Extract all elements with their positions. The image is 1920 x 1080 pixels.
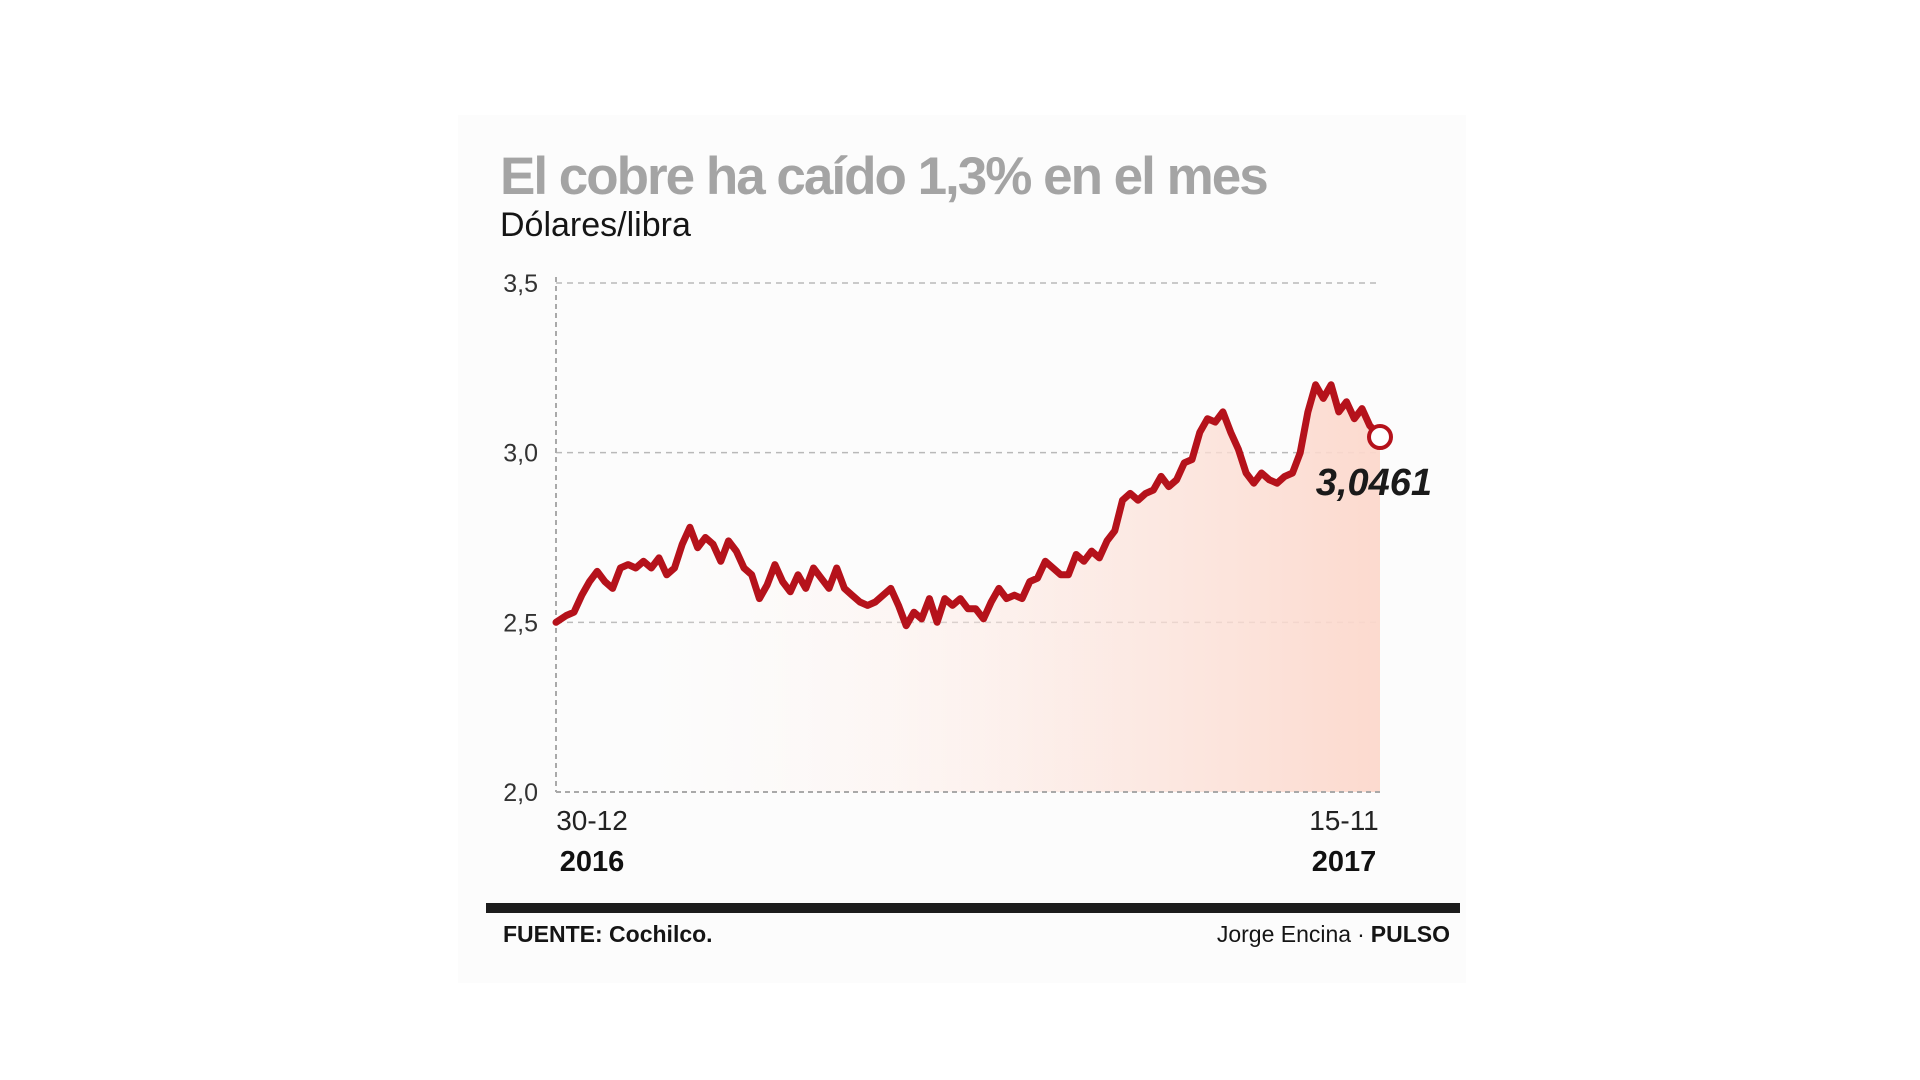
credit-line: Jorge Encina · PULSO — [1184, 921, 1450, 948]
y-tick-label: 2,0 — [503, 779, 538, 807]
chart-title: El cobre ha caído 1,3% en el mes — [500, 147, 1269, 206]
area-fill — [556, 384, 1380, 792]
x-tick-label: 15-11 — [1309, 805, 1379, 836]
series-line-copper — [552, 381, 1384, 630]
credit-separator: · — [1357, 921, 1365, 947]
last-point-marker — [1367, 424, 1393, 451]
x-tick-year-label: 2016 — [560, 846, 625, 878]
x-tick-year-label: 2017 — [1312, 846, 1377, 878]
last-value-label: 3,0461 — [1316, 462, 1432, 504]
y-tick-labels: 2,0 2,5 3,0 3,5 — [503, 270, 538, 807]
source-note: FUENTE: Cochilco. — [503, 921, 713, 947]
author-name: Jorge Encina — [1216, 921, 1352, 947]
outlet-name: PULSO — [1370, 921, 1450, 947]
axes — [555, 277, 1380, 793]
y-tick-label: 2,5 — [503, 609, 538, 637]
x-tick-labels: 30-12 2016 15-11 2017 — [556, 805, 1379, 878]
y-tick-label: 3,0 — [503, 440, 538, 468]
chart-subtitle: Dólares/libra — [500, 206, 691, 244]
y-tick-label: 3,5 — [503, 270, 538, 298]
footer-rule — [486, 903, 1460, 913]
x-tick-label: 30-12 — [556, 805, 628, 836]
